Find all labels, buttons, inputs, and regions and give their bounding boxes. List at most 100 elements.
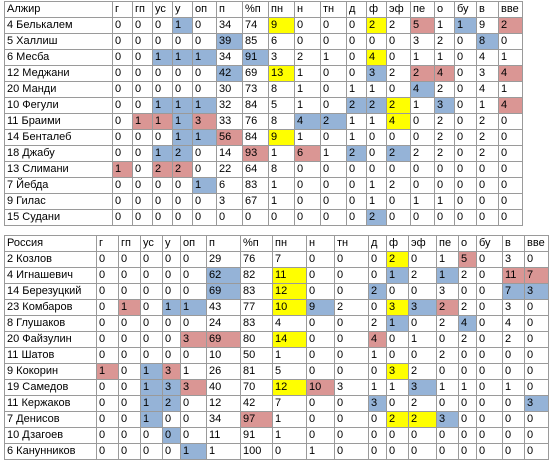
stat-cell: 0 [192, 81, 217, 98]
stat-cell: 0 [334, 363, 369, 380]
stat-cell: 0 [320, 193, 347, 210]
stat-cell: 0 [410, 113, 435, 130]
stat-cell: 12 [272, 379, 307, 396]
stat-cell: 0 [334, 427, 369, 444]
stat-cell: 0 [320, 33, 347, 50]
player-name: 10 Фегули [4, 97, 113, 114]
stat-cell: 1 [140, 411, 163, 428]
stat-cell: 0 [140, 283, 163, 300]
stat-cell: 1 [386, 315, 409, 332]
stat-cell: 0 [268, 209, 295, 226]
stat-cell: 1 [180, 299, 207, 316]
stat-cell: 0 [320, 97, 347, 114]
column-header: эф [386, 1, 411, 18]
stat-cell: 5 [458, 251, 477, 268]
stat-cell: 0 [386, 283, 409, 300]
stat-cell: 0 [346, 209, 367, 226]
stat-cell: 0 [502, 427, 525, 444]
stat-cell: 0 [346, 193, 367, 210]
column-header: Россия [4, 235, 97, 252]
stat-cell: 1 [180, 363, 207, 380]
stat-cell: 2 [386, 97, 411, 114]
stat-cell: 2 [162, 395, 181, 412]
stat-cell: 5 [272, 363, 307, 380]
stat-cell: 0 [172, 65, 193, 82]
stat-cell: 0 [294, 177, 321, 194]
stat-cell: 3 [162, 363, 181, 380]
stat-cell: 1 [192, 177, 217, 194]
stat-cell: 3 [386, 299, 409, 316]
stat-cell: 0 [112, 129, 133, 146]
column-header: оп [180, 235, 207, 252]
stat-cell: 0 [162, 427, 181, 444]
stat-cell: 0 [180, 395, 207, 412]
stat-cell: 1 [476, 97, 499, 114]
stat-cell: 0 [140, 299, 163, 316]
stat-cell: 1 [368, 379, 387, 396]
stat-cell: 0 [408, 283, 437, 300]
stat-cell: 0 [132, 161, 153, 178]
stat-cell: 0 [368, 251, 387, 268]
stat-cell: 0 [180, 427, 207, 444]
stat-cell: 0 [476, 331, 503, 348]
column-header: в [476, 1, 499, 18]
stat-cell: 0 [498, 177, 523, 194]
player-row: 14 Березуцкий 0 0 0 0 0 69 83 12 0 0 2 0 0 3 0 0 7 3 [4, 283, 549, 300]
stat-cell: 0 [366, 33, 387, 50]
stat-cell: 3 [162, 379, 181, 396]
stat-cell: 0 [436, 443, 459, 460]
stat-cell: 0 [140, 443, 163, 460]
stat-cell: 3 [192, 113, 217, 130]
column-header: ф [366, 1, 387, 18]
stat-cell: 34 [216, 17, 243, 34]
stat-cell: 1 [368, 347, 387, 364]
player-row: 13 Слимани 1 0 2 2 0 22 64 8 0 0 0 0 0 0 0 0 0 0 [4, 161, 523, 178]
stat-cell: 1 [152, 145, 173, 162]
stat-cell: 0 [118, 443, 141, 460]
stat-cell: 8 [268, 113, 295, 130]
stat-cell: 0 [118, 267, 141, 284]
stat-cell: 0 [112, 33, 133, 50]
stat-cell: 0 [454, 81, 477, 98]
player-name: 9 Гилас [4, 193, 113, 210]
stat-cell: 0 [192, 145, 217, 162]
stat-cell: 4 [272, 315, 307, 332]
stat-cell: 0 [346, 161, 367, 178]
stat-cell: 4 [458, 315, 477, 332]
stat-cell: 0 [476, 209, 499, 226]
player-name: 12 Меджани [4, 65, 113, 82]
stat-cell: 1 [346, 81, 367, 98]
stat-cell: 0 [152, 17, 173, 34]
stat-cell: 2 [346, 97, 367, 114]
column-header: %п [240, 235, 273, 252]
stat-cell: 0 [320, 161, 347, 178]
stat-cell: 0 [112, 209, 133, 226]
stat-cell: 0 [172, 33, 193, 50]
stat-cell: 0 [368, 411, 387, 428]
stat-cell: 0 [242, 209, 269, 226]
stat-cell: 0 [434, 177, 455, 194]
column-header: гп [118, 235, 141, 252]
player-row: 14 Бенталеб 0 0 0 1 1 56 84 9 1 0 1 0 0 0 2 0 2 0 [4, 129, 523, 146]
stat-cell: 13 [268, 65, 295, 82]
stat-cell: 3 [408, 379, 437, 396]
stat-cell: 0 [502, 443, 525, 460]
stat-cell: 0 [386, 347, 409, 364]
stat-cell: 1 [272, 347, 307, 364]
stat-cell: 0 [476, 267, 503, 284]
player-name: 11 Шатов [4, 347, 97, 364]
stat-cell: 0 [132, 177, 153, 194]
stat-cell: 0 [386, 193, 411, 210]
stat-cell: 0 [476, 177, 499, 194]
stat-cell: 0 [386, 161, 411, 178]
column-header: п [206, 235, 241, 252]
stat-cell: 26 [206, 363, 241, 380]
stat-cell: 0 [192, 209, 217, 226]
stat-cell: 100 [240, 443, 273, 460]
stat-cell: 0 [410, 177, 435, 194]
stat-cell: 0 [498, 33, 523, 50]
stat-cell: 14 [272, 331, 307, 348]
stat-cell: 0 [454, 209, 477, 226]
stat-cell: 0 [346, 177, 367, 194]
stat-cell: 0 [152, 193, 173, 210]
